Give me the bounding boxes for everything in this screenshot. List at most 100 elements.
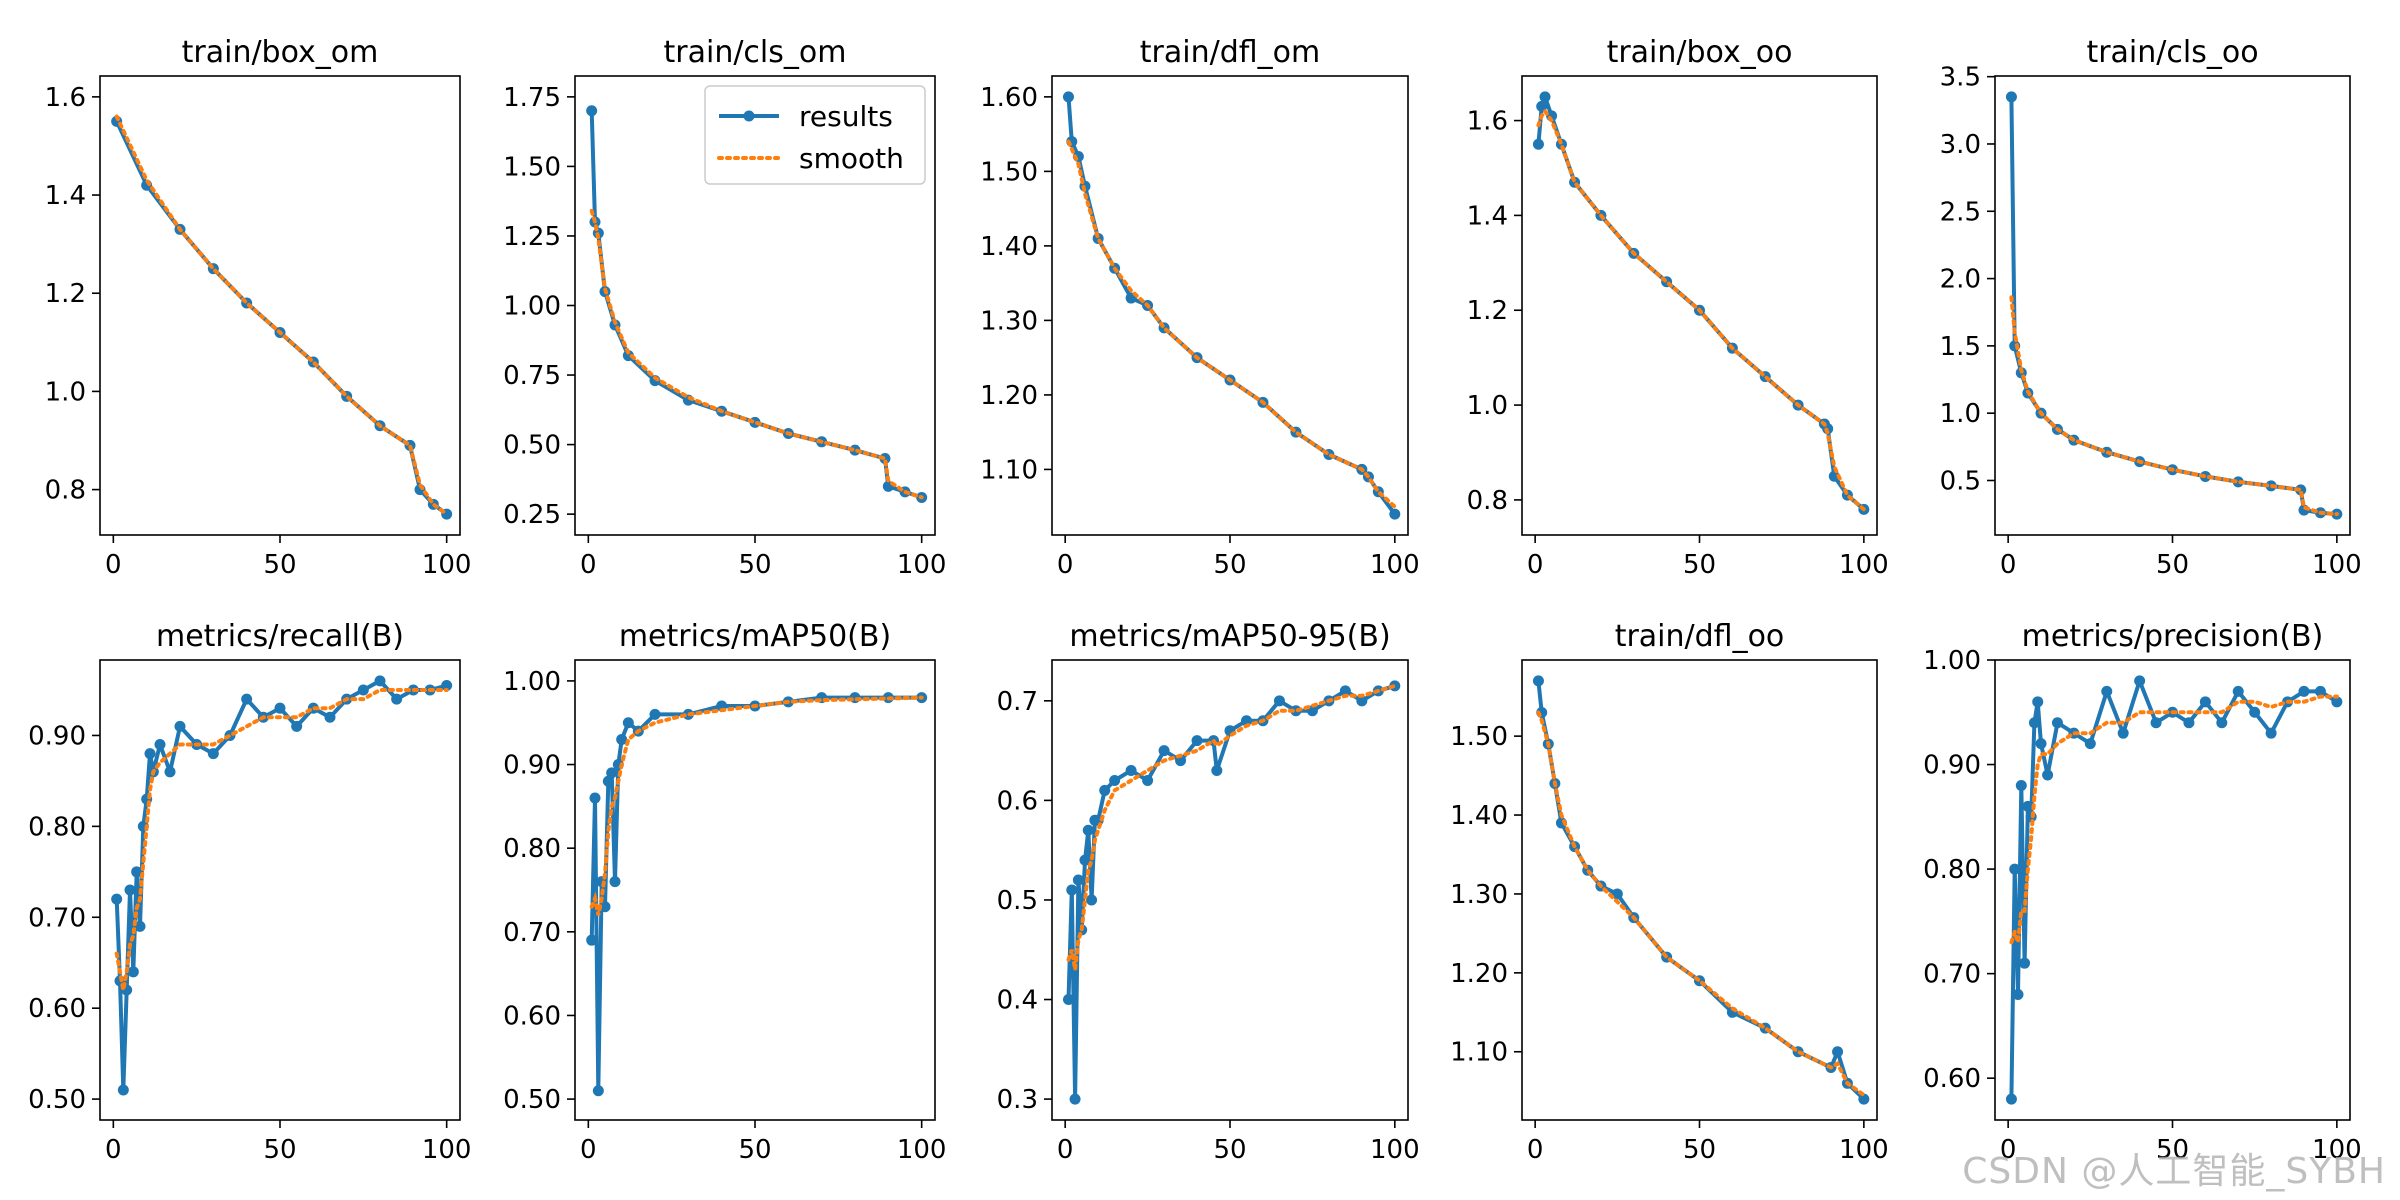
y-tick-label: 1.0 [45,377,86,407]
x-tick-label: 50 [738,1135,771,1165]
plot-data [586,692,928,1097]
results-point [2249,706,2261,718]
x-tick-label: 0 [1527,1135,1544,1165]
y-tick-label: 1.00 [1923,646,1981,676]
results-line [2009,678,2338,1100]
results-point [1079,854,1091,866]
chart-title: metrics/recall(B) [156,619,404,654]
chart-panel-5: train/cls_oo 0 50 100 0.5 1.0 1.5 2.0 2.5 3.0 3.5 [1940,35,2362,580]
chart-title: train/cls_oo [2086,35,2258,70]
results-point [2032,696,2044,708]
x-tick-label: 0 [1057,550,1074,580]
results-point [1539,91,1551,103]
y-tick-label: 1.60 [980,83,1038,113]
results-point [649,708,661,720]
results-point [2117,727,2129,739]
y-tick-label: 0.70 [503,918,561,948]
results-point [2005,1093,2017,1105]
results-point [2009,863,2021,875]
y-tick-label: 0.70 [1923,960,1981,990]
results-point [1062,994,1074,1006]
results-point [2183,717,2195,729]
y-tick-label: 0.80 [503,834,561,864]
y-tick-label: 1.30 [980,306,1038,336]
results-line [1066,683,1396,1102]
results-point [441,679,453,691]
y-tick-label: 1.75 [503,83,561,113]
results-point [1532,138,1544,150]
x-tick-label: 100 [1370,550,1420,580]
chart-title: metrics/mAP50-95(B) [1069,619,1390,654]
plot-frame [99,75,461,536]
plot-frame [99,659,461,1121]
chart-title: train/dfl_oo [1615,619,1785,654]
results-point [1142,774,1154,786]
results-point [592,1085,604,1097]
results-point [2042,769,2054,781]
chart-panel-8: metrics/mAP50-95(B) 0 50 100 0.3 0.4 0.5 0.6 0.7 [997,619,1420,1165]
results-line [114,120,448,516]
y-tick-label: 1.00 [503,667,561,697]
results-point [2199,696,2211,708]
results-point [1389,508,1401,520]
plot-data [1062,680,1401,1105]
plot-frame [1051,75,1409,536]
chart-panel-10: metrics/precision(B) 0 50 100 0.60 0.70 0.80 0.… [1923,619,2362,1165]
results-point [1191,735,1203,747]
results-point [1066,884,1078,896]
results-point [2298,685,2310,697]
y-tick-label: 0.4 [997,986,1038,1016]
results-point [1211,765,1223,777]
legend-results-label: results [799,100,893,133]
results-point [586,105,598,117]
x-tick-label: 0 [580,550,597,580]
results-point [117,1084,129,1096]
x-tick-label: 100 [422,1135,472,1165]
results-point [602,775,614,787]
y-tick-label: 1.30 [1450,880,1508,910]
plot-data [1532,91,1870,515]
chart-title: train/dfl_om [1140,35,1320,70]
results-point [2265,727,2277,739]
results-point [1611,888,1623,900]
x-tick-label: 100 [2312,550,2362,580]
y-tick-label: 1.40 [980,232,1038,262]
x-tick-label: 100 [2312,1135,2362,1165]
chart-panel-6: metrics/recall(B) 0 50 100 0.50 0.60 0.70 0.80 0… [28,619,471,1165]
chart-panel-2: train/cls_om 0 50 100 0.25 0.50 0.75 1.00 1.25 1.… [503,35,946,580]
y-tick-label: 1.40 [1450,801,1508,831]
results-point [622,350,634,362]
results-point [2035,738,2047,750]
x-tick-label: 0 [2000,550,2017,580]
results-point [1356,695,1368,707]
x-tick-label: 50 [738,550,771,580]
results-point [127,966,139,978]
results-point [2232,685,2244,697]
legend: results smooth [704,85,926,185]
results-point [2150,717,2162,729]
results-point [1828,470,1840,482]
x-tick-label: 50 [2156,1135,2189,1165]
chart-title: train/box_oo [1607,35,1793,70]
y-tick-label: 1.2 [1467,296,1508,326]
results-point [1532,675,1544,687]
results-point [622,717,634,729]
plot-frame [574,659,936,1121]
y-tick-label: 1.50 [980,157,1038,187]
results-point [1339,685,1351,697]
chart-title: train/cls_om [664,35,847,70]
results-point [2015,779,2027,791]
results-point [586,934,598,946]
plot-frame [1051,659,1409,1121]
plot-data [111,114,453,520]
y-tick-label: 2.5 [1940,197,1981,227]
smooth-line [114,114,449,517]
results-point [374,675,386,687]
chart-title: train/box_om [182,35,379,70]
plot-data [1062,91,1401,520]
results-point [1273,695,1285,707]
results-point [2101,685,2113,697]
chart-title: metrics/mAP50(B) [619,619,891,654]
y-tick-label: 0.25 [503,500,561,530]
results-point [111,893,123,905]
